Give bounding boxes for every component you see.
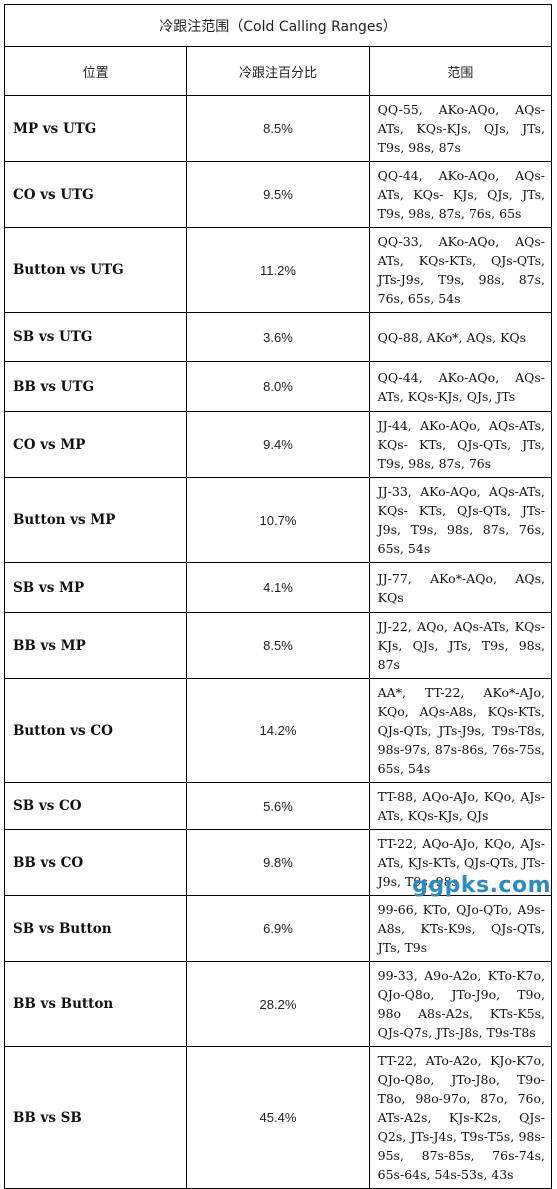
- table-row: BB vs Button 28.2% 99-33, A9o-A2o, KTo-K…: [3, 961, 553, 1047]
- percent-cell: 9.4%: [186, 411, 370, 478]
- table-row: BB vs UTG 8.0% QQ-44, AKo-AQo, AQs-ATs, …: [3, 361, 553, 412]
- position-cell: MP vs UTG: [3, 95, 188, 162]
- position-cell: SB vs CO: [3, 782, 188, 830]
- position-cell: SB vs UTG: [3, 312, 188, 362]
- table-row: Button vs CO 14.2% AA*, TT-22, AKo*-AJo,…: [3, 678, 553, 783]
- range-cell: JJ-33, AKo-AQo, AQs-ATs, KQs- KTs, QJs-Q…: [368, 477, 553, 563]
- position-cell: BB vs UTG: [3, 361, 188, 412]
- range-cell: QQ-44, AKo-AQo, AQs-ATs, KQs-KJs, QJs, J…: [368, 361, 553, 412]
- table-row: CO vs MP 9.4% JJ-44, AKo-AQo, AQs-ATs, K…: [3, 411, 553, 478]
- table-row: Button vs UTG 11.2% QQ-33, AKo-AQo, AQs-…: [3, 227, 553, 313]
- position-cell: CO vs UTG: [3, 161, 188, 228]
- range-cell: TT-22, ATo-A2o, KJo-K7o, QJo-Q8o, JTo-J8…: [368, 1046, 553, 1189]
- range-cell: QQ-44, AKo-AQo, AQs-ATs, KQs- KJs, QJs, …: [368, 161, 553, 228]
- position-cell: SB vs Button: [3, 895, 188, 962]
- site-watermark: ggpks.com: [412, 873, 551, 898]
- table-row: Button vs MP 10.7% JJ-33, AKo-AQo, AQs-A…: [3, 477, 553, 563]
- percent-cell: 5.6%: [186, 782, 370, 830]
- range-cell: AA*, TT-22, AKo*-AJo, KQo, AQs-A8s, KQs-…: [368, 678, 553, 783]
- range-cell: TT-22, AQo-AJo, KQo, AJs-ATs, KJs-KTs, Q…: [368, 829, 553, 896]
- range-cell: 99-33, A9o-A2o, KTo-K7o, QJo-Q8o, JTo-J9…: [368, 961, 553, 1047]
- table-row: CO vs UTG 9.5% QQ-44, AKo-AQo, AQs-ATs, …: [3, 161, 553, 228]
- percent-cell: 6.9%: [186, 895, 370, 962]
- percent-cell: 45.4%: [186, 1046, 370, 1189]
- table-row: SB vs Button 6.9% 99-66, KTo, QJo-QTo, A…: [3, 895, 553, 962]
- range-cell: JJ-44, AKo-AQo, AQs-ATs, KQs- KTs, QJs-Q…: [368, 411, 553, 478]
- range-cell: JJ-77, AKo*-AQo, AQs, KQs: [368, 562, 553, 613]
- percent-cell: 28.2%: [186, 961, 370, 1047]
- percent-cell: 8.0%: [186, 361, 370, 412]
- position-cell: Button vs CO: [3, 678, 188, 783]
- percent-cell: 14.2%: [186, 678, 370, 783]
- header-position: 位置: [3, 46, 188, 96]
- position-cell: BB vs Button: [3, 961, 188, 1047]
- range-cell: QQ-33, AKo-AQo, AQs-ATs, KQs-KTs, QJs-QT…: [368, 227, 553, 313]
- table-row: SB vs CO 5.6% TT-88, AQo-AJo, KQo, AJs-A…: [3, 782, 553, 830]
- cold-calling-ranges-table: 冷跟注范围（Cold Calling Ranges） 位置 冷跟注百分比 范围 …: [3, 4, 553, 1189]
- ranges-table-wrap: 冷跟注范围（Cold Calling Ranges） 位置 冷跟注百分比 范围 …: [3, 4, 553, 1189]
- table-row: BB vs MP 8.5% JJ-22, AQo, AQs-ATs, KQs-K…: [3, 612, 553, 679]
- percent-cell: 4.1%: [186, 562, 370, 613]
- position-cell: BB vs CO: [3, 829, 188, 896]
- range-cell: TT-88, AQo-AJo, KQo, AJs-ATs, KQs-KJs, Q…: [368, 782, 553, 830]
- table-title: 冷跟注范围（Cold Calling Ranges）: [4, 4, 552, 47]
- header-range: 范围: [368, 46, 553, 96]
- position-cell: SB vs MP: [3, 562, 188, 613]
- percent-cell: 11.2%: [186, 227, 370, 313]
- percent-cell: 3.6%: [186, 312, 370, 362]
- percent-cell: 8.5%: [186, 95, 370, 162]
- position-cell: Button vs UTG: [3, 227, 188, 313]
- table-row: SB vs MP 4.1% JJ-77, AKo*-AQo, AQs, KQs: [3, 562, 553, 613]
- table-row: BB vs CO 9.8% TT-22, AQo-AJo, KQo, AJs-A…: [3, 829, 553, 896]
- table-row: BB vs SB 45.4% TT-22, ATo-A2o, KJo-K7o, …: [3, 1046, 553, 1189]
- range-cell: QQ-88, AKo*, AQs, KQs: [368, 312, 553, 362]
- range-cell: JJ-22, AQo, AQs-ATs, KQs-KJs, QJs, JTs, …: [368, 612, 553, 679]
- percent-cell: 9.5%: [186, 161, 370, 228]
- header-percent: 冷跟注百分比: [186, 46, 370, 96]
- percent-cell: 9.8%: [186, 829, 370, 896]
- position-cell: BB vs SB: [3, 1046, 188, 1189]
- range-cell: 99-66, KTo, QJo-QTo, A9s-A8s, KTs-K9s, Q…: [368, 895, 553, 962]
- percent-cell: 8.5%: [186, 612, 370, 679]
- position-cell: CO vs MP: [3, 411, 188, 478]
- position-cell: BB vs MP: [3, 612, 188, 679]
- table-row: SB vs UTG 3.6% QQ-88, AKo*, AQs, KQs: [3, 312, 553, 362]
- range-cell: QQ-55, AKo-AQo, AQs-ATs, KQs-KJs, QJs, J…: [368, 95, 553, 162]
- position-cell: Button vs MP: [3, 477, 188, 563]
- table-row: MP vs UTG 8.5% QQ-55, AKo-AQo, AQs-ATs, …: [3, 95, 553, 162]
- percent-cell: 10.7%: [186, 477, 370, 563]
